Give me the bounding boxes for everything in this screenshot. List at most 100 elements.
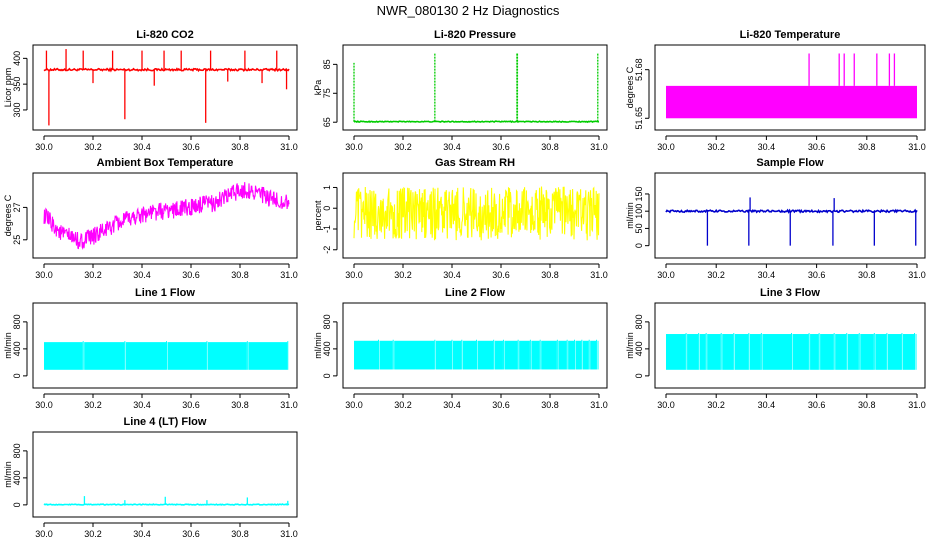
x-tick-label: 30.0 (657, 142, 675, 152)
y-tick-label: 65 (322, 117, 332, 127)
flow-band (875, 334, 887, 370)
panel-sample-flow: Sample Flow ml/min 30.0 30.2 30.4 30.6 30.8 31.… (625, 157, 926, 280)
y-tick-label: 50 (634, 223, 644, 233)
x-tick-label: 30.4 (758, 142, 776, 152)
flow-band (167, 342, 207, 370)
x-tick-label: 31.0 (280, 142, 298, 152)
x-tick-label: 30.8 (858, 400, 876, 410)
flow-band (915, 334, 917, 370)
x-tick-label: 30.8 (231, 529, 249, 539)
y-tick-label: 150 (634, 186, 644, 201)
data-layer (353, 186, 600, 241)
panel-line-1-flow: Line 1 Flow ml/min 30.0 30.2 30.4 30.6 30.8 31.… (3, 287, 298, 410)
y-tick-label: 0 (634, 243, 644, 248)
x-tick-label: 30.8 (541, 270, 559, 280)
panel-title: Line 1 Flow (135, 287, 195, 299)
flow-band (749, 334, 761, 370)
x-tick-label: 30.6 (808, 142, 826, 152)
series-line (353, 186, 600, 241)
panel-li820-temperature: Li-820 Temperature degrees C 30.0 30.2 30.4 3… (625, 29, 926, 152)
panel-title: Line 3 Flow (760, 287, 820, 299)
y-axis-label: ml/min (313, 332, 323, 359)
x-tick-label: 30.2 (394, 142, 412, 152)
y-tick-label: 400 (12, 341, 22, 356)
x-tick-label: 30.0 (657, 400, 675, 410)
y-tick-label: 85 (322, 59, 332, 69)
flow-band (494, 340, 503, 370)
plot-frame (342, 172, 608, 259)
plot-frame (342, 44, 608, 131)
series-line (43, 503, 290, 506)
panel-title: Li-820 Pressure (434, 29, 516, 41)
flow-band (820, 334, 834, 370)
flow-band (582, 340, 589, 370)
x-tick-label: 30.8 (541, 142, 559, 152)
x-tick-label: 30.2 (707, 142, 725, 152)
x-tick-label: 30.4 (133, 400, 151, 410)
x-tick-label: 31.0 (908, 142, 926, 152)
flow-band (207, 342, 247, 370)
temperature-band (666, 85, 917, 119)
y-tick-label: 400 (12, 51, 22, 66)
y-tick-label: 27 (12, 202, 22, 212)
y-axis-label: degrees C (3, 194, 13, 236)
x-tick-label: 30.0 (345, 142, 363, 152)
y-tick-label: -1 (322, 225, 332, 233)
series-line (353, 120, 600, 124)
x-tick-label: 30.4 (443, 400, 461, 410)
series-line (665, 208, 918, 214)
flow-band (835, 334, 847, 370)
x-tick-label: 30.6 (182, 270, 200, 280)
flow-band (504, 340, 518, 370)
x-tick-label: 31.0 (280, 529, 298, 539)
flow-band (44, 342, 83, 370)
flow-band (762, 334, 791, 370)
y-tick-label: 800 (322, 314, 332, 329)
x-tick-label: 30.8 (231, 142, 249, 152)
flow-band (687, 334, 699, 370)
flow-band (699, 334, 706, 370)
data-layer (665, 197, 918, 246)
x-tick-label: 30.4 (133, 529, 151, 539)
panel-line-2-flow: Line 2 Flow ml/min 30.0 30.2 30.4 30.6 30.8 31.… (313, 287, 608, 410)
x-tick-label: 30.4 (758, 400, 776, 410)
flow-band (394, 340, 435, 370)
x-tick-label: 30.4 (758, 270, 776, 280)
y-tick-label: 0 (634, 373, 644, 378)
x-tick-label: 31.0 (590, 400, 608, 410)
y-tick-label: 75 (322, 88, 332, 98)
series-line (43, 182, 290, 251)
x-tick-label: 30.8 (858, 142, 876, 152)
x-tick-label: 30.2 (707, 400, 725, 410)
y-tick-label: 800 (634, 314, 644, 329)
y-tick-label: 800 (12, 314, 22, 329)
y-axis-label: kPa (313, 80, 323, 96)
flow-band (887, 334, 902, 370)
y-tick-label: 51.68 (634, 58, 644, 81)
y-axis-label: ml/min (3, 332, 13, 359)
x-tick-label: 30.6 (182, 142, 200, 152)
y-tick-label: 0 (12, 502, 22, 507)
flow-band (568, 340, 575, 370)
x-tick-label: 31.0 (590, 270, 608, 280)
data-layer (666, 53, 917, 119)
flow-band (860, 334, 874, 370)
x-tick-label: 31.0 (280, 400, 298, 410)
x-tick-label: 31.0 (280, 270, 298, 280)
flow-band (477, 340, 494, 370)
x-tick-label: 30.6 (808, 270, 826, 280)
data-layer (43, 49, 290, 126)
x-tick-label: 30.2 (84, 270, 102, 280)
x-tick-label: 30.4 (133, 142, 151, 152)
flow-band (666, 334, 686, 370)
y-tick-label: -2 (322, 246, 332, 254)
plot-frame (32, 44, 298, 131)
flow-band (125, 342, 167, 370)
flow-band (734, 334, 749, 370)
flow-band (902, 334, 914, 370)
panel-li820-pressure: Li-820 Pressure kPa 30.0 30.2 30.4 30.6 30.8 31… (313, 29, 608, 152)
panel-title: Line 2 Flow (445, 287, 505, 299)
flow-band (435, 340, 452, 370)
x-tick-label: 30.0 (35, 400, 53, 410)
y-tick-label: 350 (12, 77, 22, 92)
